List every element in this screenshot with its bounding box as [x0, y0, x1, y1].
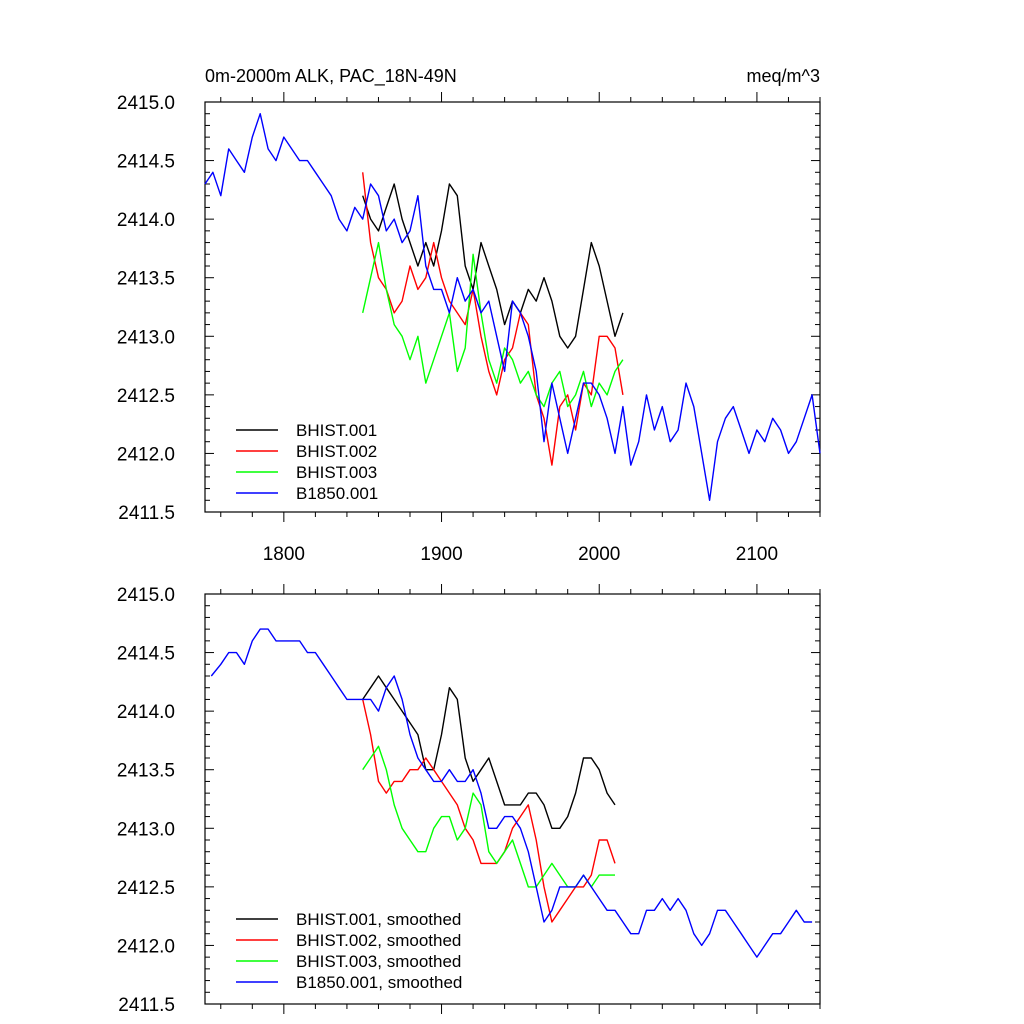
- x-tick-label: 1900: [420, 544, 462, 565]
- legend-label: B1850.001, smoothed: [296, 973, 462, 992]
- series-line: [362, 241, 624, 408]
- y-tick-label: 2413.0: [117, 327, 175, 348]
- y-tick-label: 2412.0: [117, 936, 175, 957]
- y-tick-label: 2411.5: [118, 995, 175, 1016]
- legend-label: BHIST.003, smoothed: [296, 952, 461, 971]
- legend-label: BHIST.001, smoothed: [296, 910, 461, 929]
- plot-frame: [204, 593, 821, 1005]
- top-panel: 0m-2000m ALK, PAC_18N-49N meq/m^3 2411.5…: [117, 66, 821, 565]
- y-tick-label: 2415.0: [117, 93, 175, 114]
- y-tick-label: 2414.0: [117, 210, 175, 231]
- y-tick-label: 2413.5: [117, 761, 175, 782]
- plot-frame: [204, 101, 821, 513]
- series-line: [362, 745, 615, 888]
- panel-title: 0m-2000m ALK, PAC_18N-49N: [205, 66, 457, 87]
- series-line: [362, 172, 624, 466]
- series-line: [204, 112, 821, 501]
- panel-units: meq/m^3: [747, 66, 820, 86]
- y-tick-label: 2412.0: [117, 444, 175, 465]
- y-tick-label: 2413.5: [117, 269, 175, 290]
- legend-label: BHIST.001: [296, 421, 377, 440]
- legend-label: BHIST.002: [296, 442, 377, 461]
- series-line: [210, 628, 813, 958]
- y-tick-label: 2412.5: [117, 386, 175, 407]
- legend-label: BHIST.003: [296, 463, 377, 482]
- x-tick-label: 2100: [736, 544, 778, 565]
- y-tick-label: 2414.5: [117, 152, 175, 173]
- series-line: [362, 699, 616, 923]
- x-tick-label: 1800: [263, 544, 305, 565]
- legend-label: BHIST.002, smoothed: [296, 931, 461, 950]
- y-tick-label: 2414.5: [117, 644, 175, 665]
- bottom-panel: 2411.5 2412.0 2412.5 2413.0 2413.5 2414.0 2414…: [117, 584, 821, 1016]
- y-tick-label: 2411.5: [118, 503, 175, 524]
- y-tick-label: 2412.5: [117, 878, 175, 899]
- y-tick-label: 2415.0: [117, 585, 175, 606]
- series-line: [362, 183, 624, 349]
- x-tick-label: 2000: [578, 544, 620, 565]
- legend-label: B1850.001: [296, 484, 378, 503]
- series-line: [362, 675, 616, 829]
- y-tick-label: 2414.0: [117, 702, 175, 723]
- y-tick-label: 2413.0: [117, 819, 175, 840]
